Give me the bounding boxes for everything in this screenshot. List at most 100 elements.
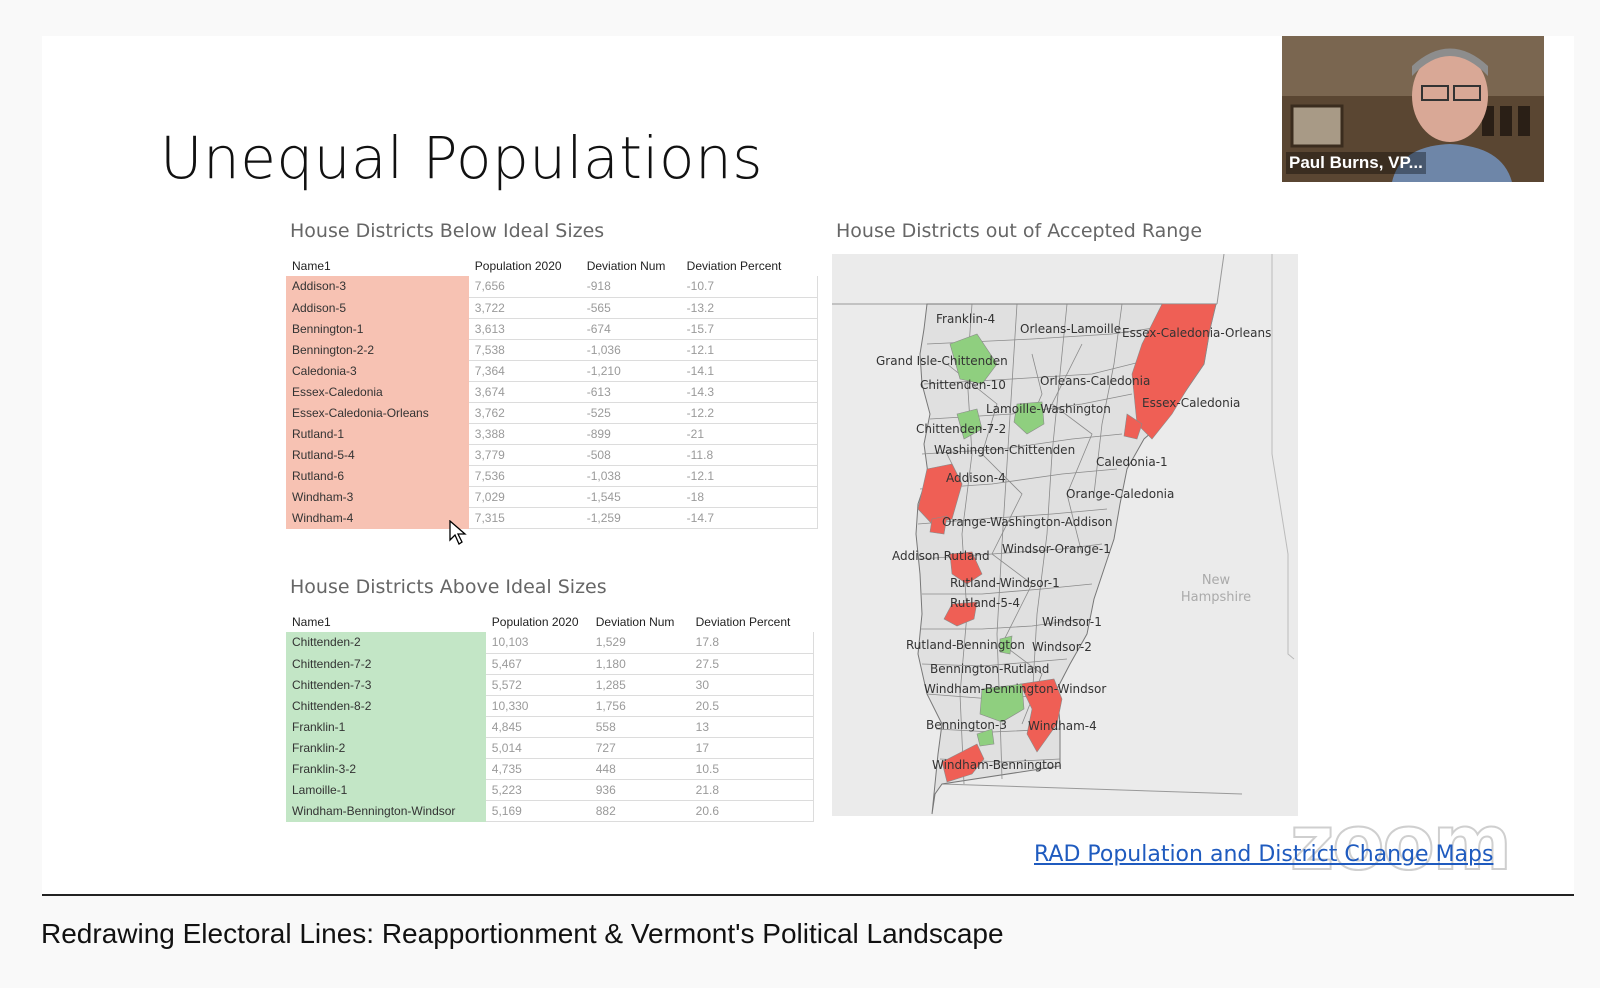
value-cell: 7,029 [468,486,581,508]
value-cell: -899 [580,423,681,445]
value-cell: 1,529 [589,632,690,654]
table-row: Windham-4 7,315 -1,259 -14.7 [286,507,818,529]
map-label-lamoille-washington: Lamoille-Washington [986,402,1111,416]
value-cell: -15.7 [680,318,818,340]
map-label-orange-washington-addison: Orange-Washington-Addison [942,515,1113,529]
map-label-chittenden-10: Chittenden-10 [920,378,1006,392]
map-label-orange-caledonia: Orange-Caledonia [1066,487,1175,501]
table-row: Chittenden-7-2 5,467 1,180 27.5 [286,653,814,675]
value-cell: 20.6 [689,800,814,822]
participant-video-tile[interactable]: Paul Burns, VP... [1282,36,1544,182]
nh-label-line: New Hampshire [1180,573,1252,605]
value-cell: 30 [689,674,814,696]
value-cell: -1,545 [580,486,681,508]
mouse-cursor-icon [449,520,467,545]
map-label-rutland-bennington: Rutland-Bennington [906,638,1025,652]
table-row: Essex-Caledonia 3,674 -613 -14.3 [286,381,818,403]
district-name-cell: Addison-5 [286,297,469,319]
below-section-title: House Districts Below Ideal Sizes [290,220,605,242]
value-cell: 5,223 [485,779,590,801]
map-label-orleans-caledonia: Orleans-Caledonia [1040,374,1151,388]
value-cell: -11.8 [680,444,818,466]
map-graphic [832,254,1298,816]
value-cell: -1,036 [580,339,681,361]
value-cell: 727 [589,737,690,759]
table-row: Franklin-1 4,845 558 13 [286,716,814,738]
value-cell: -1,038 [580,465,681,487]
value-cell: 27.5 [689,653,814,675]
below-ideal-table: Name1 Population 2020 Deviation Num Deviati… [286,254,818,529]
map-label-washington-chittenden: Washington-Chittenden [934,443,1076,457]
value-cell: -508 [580,444,681,466]
value-cell: 3,762 [468,402,581,424]
map-label-windham-4: Windham-4 [1028,719,1097,733]
district-name-cell: Windham-3 [286,486,469,508]
value-cell: 5,467 [485,653,590,675]
district-name-cell: Franklin-2 [286,737,486,759]
map-label-bennington-rutland: Bennington-Rutland [930,662,1050,676]
district-name-cell: Essex-Caledonia-Orleans [286,402,469,424]
value-cell: -1,259 [580,507,681,529]
value-cell: 3,388 [468,423,581,445]
video-title: Redrawing Electoral Lines: Reapportionme… [41,918,1004,949]
value-cell: 7,656 [468,276,581,298]
vermont-district-map: Franklin-4 Orleans-Lamoille Essex-Caledo… [832,254,1298,816]
value-cell: -12.1 [680,465,818,487]
value-cell: 7,315 [468,507,581,529]
map-label-bennington-3: Bennington-3 [926,718,1007,732]
map-label-franklin-4: Franklin-4 [936,312,996,326]
value-cell: 13 [689,716,814,738]
value-cell: 10,330 [485,695,590,717]
value-cell: 5,572 [485,674,590,696]
district-name-cell: Chittenden-7-3 [286,674,486,696]
value-cell: 17.8 [689,632,814,654]
table-row: Chittenden-7-3 5,572 1,285 30 [286,674,814,696]
value-cell: 1,756 [589,695,690,717]
map-label-grand-isle-chittenden: Grand Isle-Chittenden [876,354,1008,368]
value-cell: -525 [580,402,681,424]
table-row: Franklin-2 5,014 727 17 [286,737,814,759]
value-cell: -12.1 [680,339,818,361]
value-cell: 4,735 [485,758,590,780]
value-cell: -12.2 [680,402,818,424]
value-cell: 1,180 [589,653,690,675]
district-name-cell: Chittenden-8-2 [286,695,486,717]
participant-video-feed [1282,36,1544,182]
table-row: Caledonia-3 7,364 -1,210 -14.1 [286,360,818,382]
value-cell: 448 [589,758,690,780]
district-name-cell: Chittenden-7-2 [286,653,486,675]
map-label-chittenden-7-2: Chittenden-7-2 [916,422,1007,436]
slide-title: Unequal Populations [160,124,764,192]
district-name-cell: Lamoille-1 [286,779,486,801]
column-header: Deviation Num [595,615,675,629]
district-name-cell: Rutland-6 [286,465,469,487]
zoom-watermark: zoom [1289,797,1513,888]
value-cell: -1,210 [580,360,681,382]
value-cell: -565 [580,297,681,319]
value-cell: 882 [589,800,690,822]
district-name-cell: Addison-3 [286,276,469,298]
rad-maps-link[interactable]: RAD Population and District Change Maps [1034,842,1494,867]
value-cell: 3,674 [468,381,581,403]
district-name-cell: Essex-Caledonia [286,381,469,403]
map-label-essex-caledonia: Essex-Caledonia [1142,396,1241,410]
value-cell: -18 [680,486,818,508]
map-label-caledonia-1: Caledonia-1 [1096,455,1168,469]
map-label-windham-bennington: Windham-Bennington [932,758,1062,772]
value-cell: -13.2 [680,297,818,319]
table-row: Chittenden-8-2 10,330 1,756 20.5 [286,695,814,717]
table-row: Bennington-1 3,613 -674 -15.7 [286,318,818,340]
table-row: Rutland-1 3,388 -899 -21 [286,423,818,445]
column-header: Name1 [292,259,331,273]
map-label-windsor-2: Windsor-2 [1032,640,1092,654]
value-cell: 3,779 [468,444,581,466]
value-cell: 5,169 [485,800,590,822]
column-header: Name1 [292,615,331,629]
value-cell: 936 [589,779,690,801]
map-label-addison-rutland: Addison Rutland [892,549,990,563]
value-cell: -10.7 [680,276,818,298]
value-cell: 1,285 [589,674,690,696]
value-cell: 558 [589,716,690,738]
map-label-windsor-1: Windsor-1 [1042,615,1102,629]
